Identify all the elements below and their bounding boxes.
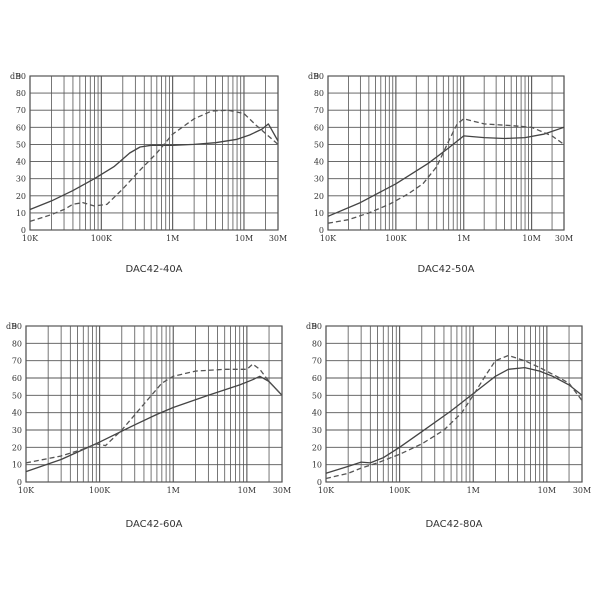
x-tick-label: 10M: [522, 234, 540, 243]
chart-title: DAC42-60A: [125, 519, 182, 530]
y-tick-label: 30: [12, 426, 22, 435]
dashed-series-line: [325, 354, 583, 480]
y-tick-label: 70: [16, 106, 26, 115]
dashed-series-line: [327, 118, 565, 224]
y-tick-label: 40: [12, 409, 22, 418]
solid-series-line: [25, 375, 283, 473]
plot-frame: [325, 325, 583, 483]
x-tick-label: 10K: [318, 486, 335, 495]
y-tick-label: 20: [16, 192, 26, 201]
y-tick-label: 50: [12, 391, 22, 400]
y-tick-label: 0: [317, 478, 322, 487]
y-tick-label: 50: [312, 391, 322, 400]
solid-series-line: [325, 366, 583, 474]
y-tick-label: 80: [312, 339, 322, 348]
y-tick-label: 20: [312, 443, 322, 452]
x-tick-label: 10K: [22, 234, 39, 243]
y-tick-label: 0: [319, 226, 324, 235]
y-tick-label: 70: [312, 357, 322, 366]
y-axis-label: dB: [306, 322, 317, 331]
chart-title: DAC42-80A: [425, 519, 482, 530]
y-tick-label: 60: [314, 123, 324, 132]
y-tick-label: 30: [312, 426, 322, 435]
y-tick-label: 90: [312, 322, 322, 331]
y-axis-label: dB: [10, 72, 21, 81]
y-tick-label: 10: [314, 209, 324, 218]
y-tick-label: 40: [314, 158, 324, 167]
y-tick-label: 20: [314, 192, 324, 201]
x-tick-label: 1M: [467, 486, 480, 495]
x-tick-label: 1M: [457, 234, 470, 243]
x-tick-label: 30M: [269, 234, 287, 243]
x-tick-label: 30M: [273, 486, 291, 495]
y-axis-label: dB: [308, 72, 319, 81]
y-tick-label: 50: [314, 140, 324, 149]
y-tick-label: 90: [16, 72, 26, 81]
solid-series-line: [327, 126, 565, 217]
y-tick-label: 60: [12, 374, 22, 383]
x-tick-label: 30M: [573, 486, 591, 495]
dashed-series-line: [29, 109, 279, 223]
y-tick-label: 0: [21, 226, 26, 235]
y-axis-label: dB: [6, 322, 17, 331]
y-tick-label: 0: [17, 478, 22, 487]
x-tick-label: 30M: [555, 234, 573, 243]
y-tick-label: 30: [16, 175, 26, 184]
x-tick-label: 100K: [389, 486, 411, 495]
x-tick-label: 1M: [167, 486, 180, 495]
y-tick-label: 70: [314, 106, 324, 115]
y-tick-label: 90: [12, 322, 22, 331]
y-tick-label: 10: [16, 209, 26, 218]
y-tick-label: 80: [16, 89, 26, 98]
x-tick-label: 10M: [238, 486, 256, 495]
x-tick-label: 10K: [320, 234, 337, 243]
y-tick-label: 60: [312, 374, 322, 383]
y-tick-label: 40: [312, 409, 322, 418]
y-tick-label: 80: [314, 89, 324, 98]
plot-frame: [25, 325, 283, 483]
y-tick-label: 50: [16, 140, 26, 149]
solid-series-line: [29, 123, 279, 211]
x-tick-label: 100K: [89, 486, 111, 495]
x-tick-label: 100K: [91, 234, 113, 243]
x-tick-label: 1M: [166, 234, 179, 243]
x-tick-label: 10M: [235, 234, 253, 243]
y-tick-label: 10: [12, 461, 22, 470]
y-tick-label: 30: [314, 175, 324, 184]
chart-title: DAC42-50A: [417, 264, 474, 275]
y-tick-label: 80: [12, 339, 22, 348]
plot-frame: [327, 75, 565, 231]
x-tick-label: 10K: [18, 486, 35, 495]
x-tick-label: 10M: [538, 486, 556, 495]
y-tick-label: 70: [12, 357, 22, 366]
y-tick-label: 20: [12, 443, 22, 452]
plot-frame: [29, 75, 279, 231]
x-tick-label: 100K: [385, 234, 407, 243]
y-tick-label: 10: [312, 461, 322, 470]
y-tick-label: 60: [16, 123, 26, 132]
chart-title: DAC42-40A: [125, 264, 182, 275]
y-tick-label: 40: [16, 158, 26, 167]
dashed-series-line: [25, 363, 283, 464]
y-tick-label: 90: [314, 72, 324, 81]
